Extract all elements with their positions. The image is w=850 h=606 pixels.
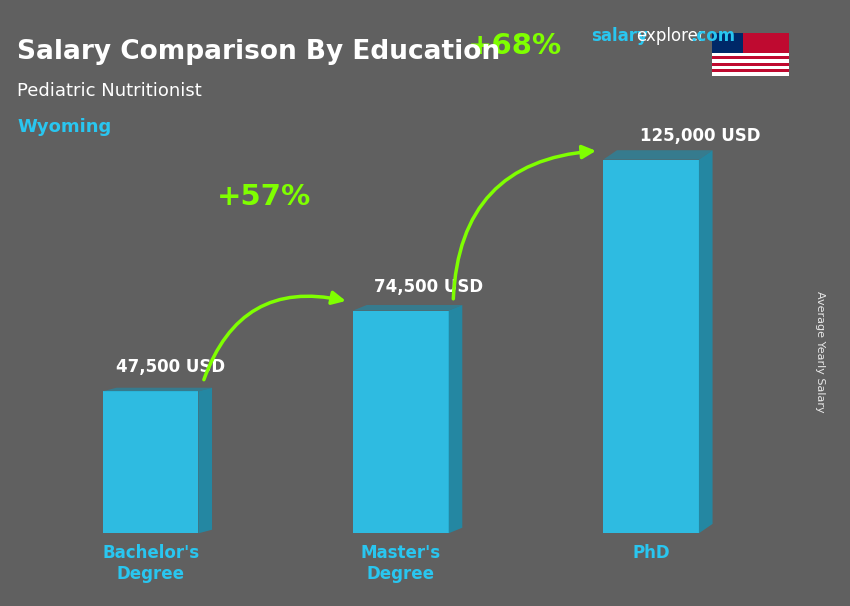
Text: Wyoming: Wyoming	[17, 118, 111, 136]
Polygon shape	[604, 150, 712, 159]
Text: Average Yearly Salary: Average Yearly Salary	[815, 291, 825, 412]
Polygon shape	[103, 388, 212, 391]
Bar	[712, 59, 789, 62]
Text: Salary Comparison By Education: Salary Comparison By Education	[17, 39, 500, 65]
Bar	[712, 33, 743, 53]
Text: 47,500 USD: 47,500 USD	[116, 358, 225, 376]
Polygon shape	[699, 150, 712, 533]
Polygon shape	[449, 305, 462, 533]
Bar	[103, 391, 198, 533]
Polygon shape	[353, 305, 462, 310]
Bar	[712, 53, 789, 56]
Bar	[712, 66, 789, 69]
Text: +57%: +57%	[218, 183, 311, 211]
Text: 74,500 USD: 74,500 USD	[373, 278, 483, 296]
Bar	[353, 310, 449, 533]
Text: explorer: explorer	[636, 27, 705, 45]
Bar	[712, 73, 789, 76]
Text: Pediatric Nutritionist: Pediatric Nutritionist	[17, 82, 201, 100]
Text: 125,000 USD: 125,000 USD	[640, 127, 760, 145]
Bar	[604, 159, 699, 533]
Text: .com: .com	[690, 27, 735, 45]
Polygon shape	[198, 388, 212, 533]
Text: salary: salary	[591, 27, 648, 45]
Text: +68%: +68%	[468, 32, 562, 60]
